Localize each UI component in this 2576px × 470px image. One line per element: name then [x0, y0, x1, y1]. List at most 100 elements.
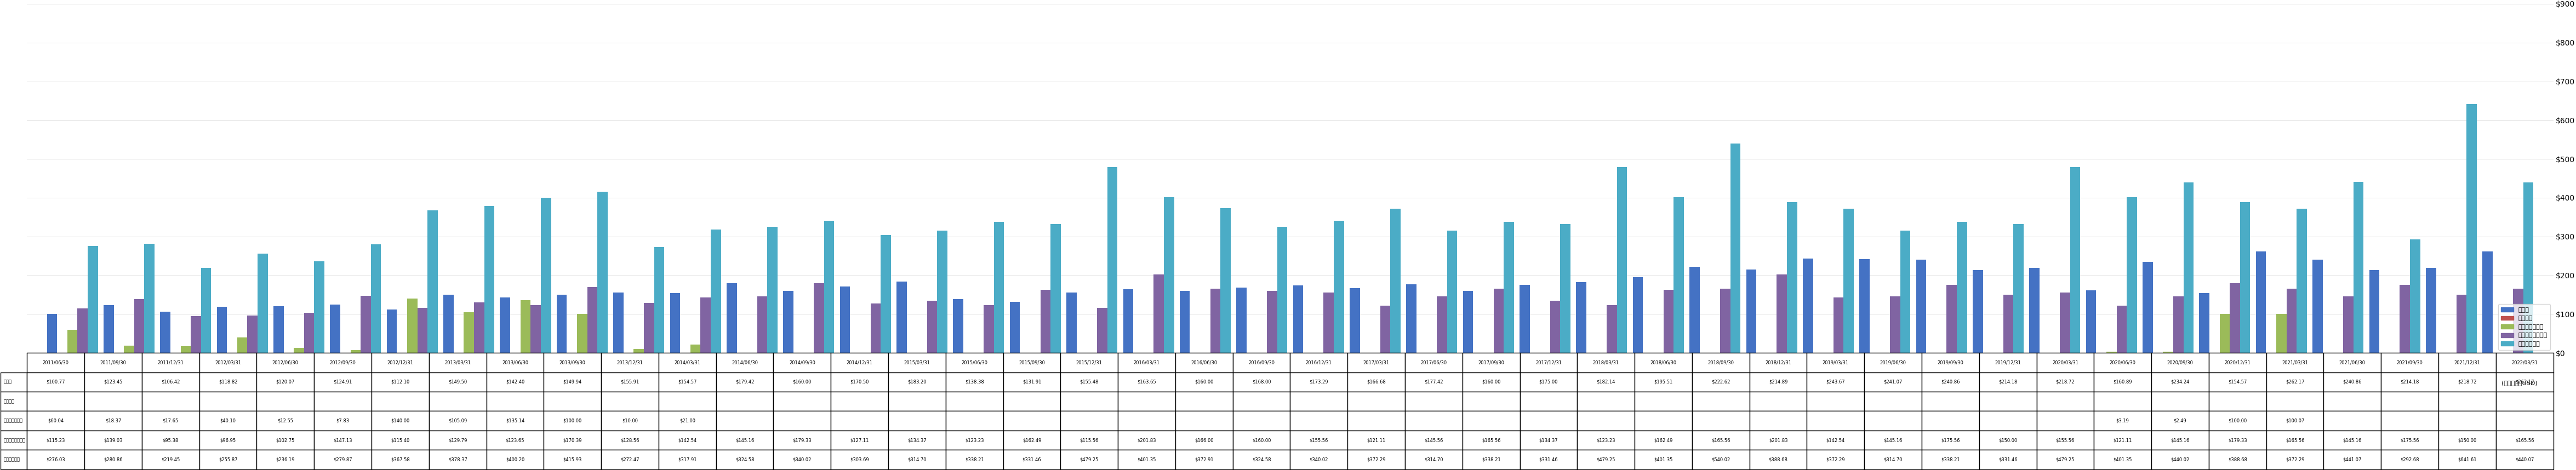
Bar [1391, 209, 1401, 353]
Bar [2427, 268, 2437, 353]
Bar [927, 301, 938, 353]
Bar [1154, 274, 1164, 353]
Bar [881, 235, 891, 353]
Bar [2087, 290, 2097, 353]
Bar [2354, 182, 2365, 353]
Bar [613, 292, 623, 353]
Bar [2143, 262, 2154, 353]
Bar [670, 293, 680, 353]
Bar [1010, 302, 1020, 353]
Bar [2061, 292, 2071, 353]
Bar [144, 244, 155, 353]
Bar [1180, 291, 1190, 353]
Bar [1164, 197, 1175, 353]
Bar [180, 346, 191, 353]
Bar [598, 192, 608, 353]
Bar [556, 295, 567, 353]
Bar [2241, 202, 2251, 353]
Bar [2014, 224, 2025, 353]
Bar [103, 305, 113, 353]
Bar [1334, 221, 1345, 353]
Bar [1618, 167, 1628, 353]
Bar [2514, 289, 2524, 353]
Bar [1577, 282, 1587, 353]
Bar [520, 300, 531, 353]
Bar [1504, 222, 1515, 353]
Bar [1448, 231, 1458, 353]
Bar [2287, 289, 2298, 353]
Bar [273, 306, 283, 353]
Bar [1958, 222, 1968, 353]
Bar [2004, 295, 2014, 353]
Bar [2401, 285, 2411, 353]
Bar [201, 268, 211, 353]
Bar [1551, 301, 1561, 353]
Bar [2107, 352, 2117, 353]
Bar [1267, 291, 1278, 353]
Bar [258, 254, 268, 353]
Bar [1293, 286, 1303, 353]
Bar [464, 312, 474, 353]
Bar [330, 305, 340, 353]
Bar [474, 303, 484, 353]
Bar [1561, 224, 1571, 353]
Bar [160, 312, 170, 353]
Bar [1278, 227, 1288, 353]
Bar [1674, 197, 1685, 353]
Bar [2221, 314, 2231, 353]
Bar [2030, 268, 2040, 353]
Bar [1041, 290, 1051, 353]
Bar [77, 308, 88, 353]
Bar [690, 345, 701, 353]
Bar [541, 198, 551, 353]
Bar [386, 309, 397, 353]
Bar [1607, 305, 1618, 353]
Bar [1097, 308, 1108, 353]
Bar [824, 221, 835, 353]
Bar [1860, 259, 1870, 353]
Bar [371, 244, 381, 353]
Bar [304, 313, 314, 353]
Bar [1494, 289, 1504, 353]
Bar [654, 247, 665, 353]
Bar [88, 246, 98, 353]
Bar [531, 305, 541, 353]
Bar [216, 307, 227, 353]
Bar [191, 316, 201, 353]
Bar [1973, 270, 1984, 353]
Bar [2313, 259, 2324, 353]
Bar [1834, 298, 1844, 353]
Bar [1108, 167, 1118, 353]
Bar [2164, 352, 2174, 353]
Bar [1747, 269, 1757, 353]
Bar [2411, 239, 2421, 353]
Bar [2524, 182, 2532, 353]
Legend: 買掛金, 繰延収益, 短期有利子負債, その他の流動負債, 流動負債合計: 買掛金, 繰延収益, 短期有利子負債, その他の流動負債, 流動負債合計 [2499, 304, 2550, 350]
Bar [2128, 197, 2138, 353]
Bar [1947, 285, 1958, 353]
Bar [500, 298, 510, 353]
Bar [2231, 283, 2241, 353]
Bar [2277, 314, 2287, 353]
Bar [1803, 258, 1814, 353]
Bar [1901, 231, 1911, 353]
Text: (単位：百万USD): (単位：百万USD) [2501, 380, 2537, 385]
Bar [294, 348, 304, 353]
Bar [757, 297, 768, 353]
Bar [314, 261, 325, 353]
Bar [484, 206, 495, 353]
Bar [783, 291, 793, 353]
Bar [587, 287, 598, 353]
Bar [2298, 209, 2308, 353]
Bar [2483, 251, 2494, 353]
Bar [644, 303, 654, 353]
Bar [2458, 295, 2468, 353]
Bar [2071, 167, 2081, 353]
Bar [350, 350, 361, 353]
Bar [984, 305, 994, 353]
Bar [896, 282, 907, 353]
Bar [2370, 270, 2380, 353]
Bar [2257, 251, 2267, 353]
Bar [134, 299, 144, 353]
Bar [2117, 306, 2128, 353]
